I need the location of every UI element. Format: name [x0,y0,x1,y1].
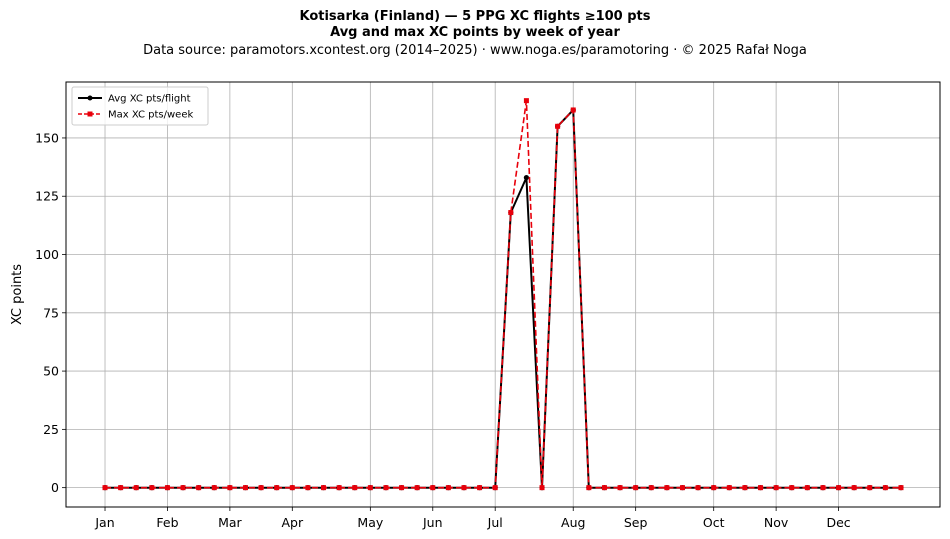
data-point-max [711,485,717,491]
axis-ticks: Jan Feb Mar Apr May Jun Jul Aug Sep Oct Nov Dec 0 25 5… [35,130,851,530]
data-point-max [867,485,873,491]
data-point-max [836,485,842,491]
x-tick-label: Jun [422,515,443,530]
y-tick-label: 25 [43,422,59,437]
y-tick-label: 0 [51,480,59,495]
x-tick-label: Feb [156,515,178,530]
chart-title: Kotisarka (Finland) — 5 PPG XC flights ≥… [299,9,651,24]
data-point-max [882,485,888,491]
data-point-max [133,485,139,491]
data-point-max [461,485,467,491]
data-point-max [118,485,124,491]
plot-frame [65,81,941,508]
data-point-max [695,485,701,491]
data-point-max [164,485,170,491]
data-point-max [211,485,217,491]
y-axis-label: XC points [10,264,25,325]
data-point-max [477,485,483,491]
x-tick-label: Mar [218,515,242,530]
data-point-max [633,485,639,491]
legend-label-max: Max XC pts/week [108,110,193,121]
data-point-max [196,485,202,491]
data-point-max [742,485,748,491]
grid [66,82,940,507]
data-point-max [555,123,561,129]
data-point-max [274,485,280,491]
data-point-max [258,485,264,491]
data-point-max [851,485,857,491]
data-point-max [336,485,342,491]
y-tick-label: 50 [43,364,59,379]
legend-box [71,86,209,126]
data-point-max [242,485,248,491]
x-tick-label: Jan [94,515,114,530]
series-layer [102,98,904,491]
y-tick-label: 100 [35,247,59,262]
data-point-max [149,485,155,491]
y-tick-label: 150 [35,130,59,145]
data-point-max [617,485,623,491]
data-point-max [664,485,670,491]
data-point-max [648,485,654,491]
series-line-avg [105,109,901,489]
data-point-max [539,485,545,491]
x-tick-label: Jul [487,515,503,530]
x-tick-label: Nov [764,515,789,530]
chart-source: Data source: paramotors.xcontest.org (20… [143,43,807,58]
data-point-max [414,485,420,491]
x-tick-label: Aug [561,515,585,530]
data-point-max [492,485,498,491]
data-point-max [430,485,436,491]
data-point-max [321,485,327,491]
data-point-max [383,485,389,491]
legend: Avg XC pts/flight Max XC pts/week [71,86,209,126]
x-tick-label: May [357,515,383,530]
data-point-max [773,485,779,491]
series-line-max [105,99,901,489]
x-tick-label: Sep [624,515,648,530]
x-tick-label: Dec [826,515,850,530]
x-tick-label: Apr [281,515,303,530]
x-tick-label: Oct [703,515,725,530]
data-point-max [898,485,904,491]
legend-marker-avg [87,95,93,101]
data-point-max [352,485,358,491]
data-point-max [445,485,451,491]
data-point-max [789,485,795,491]
data-point-avg [523,174,530,181]
data-point-max [180,485,186,491]
data-point-max [289,485,295,491]
data-point-max [820,485,826,491]
y-tick-label: 125 [35,189,59,204]
data-point-max [758,485,764,491]
chart-subtitle: Avg and max XC points by week of year [330,25,620,40]
legend-marker-max [87,111,93,117]
data-point-max [570,107,576,113]
legend-label-avg: Avg XC pts/flight [108,94,191,105]
data-point-max [601,485,607,491]
data-point-max [367,485,373,491]
data-point-max [726,485,732,491]
data-point-max [102,485,108,491]
data-point-max [586,485,592,491]
data-point-max [508,210,514,216]
data-point-max [305,485,311,491]
data-point-max [399,485,405,491]
y-tick-label: 75 [43,305,59,320]
data-point-max [804,485,810,491]
data-point-max [523,98,529,104]
data-point-max [227,485,233,491]
data-point-max [679,485,685,491]
